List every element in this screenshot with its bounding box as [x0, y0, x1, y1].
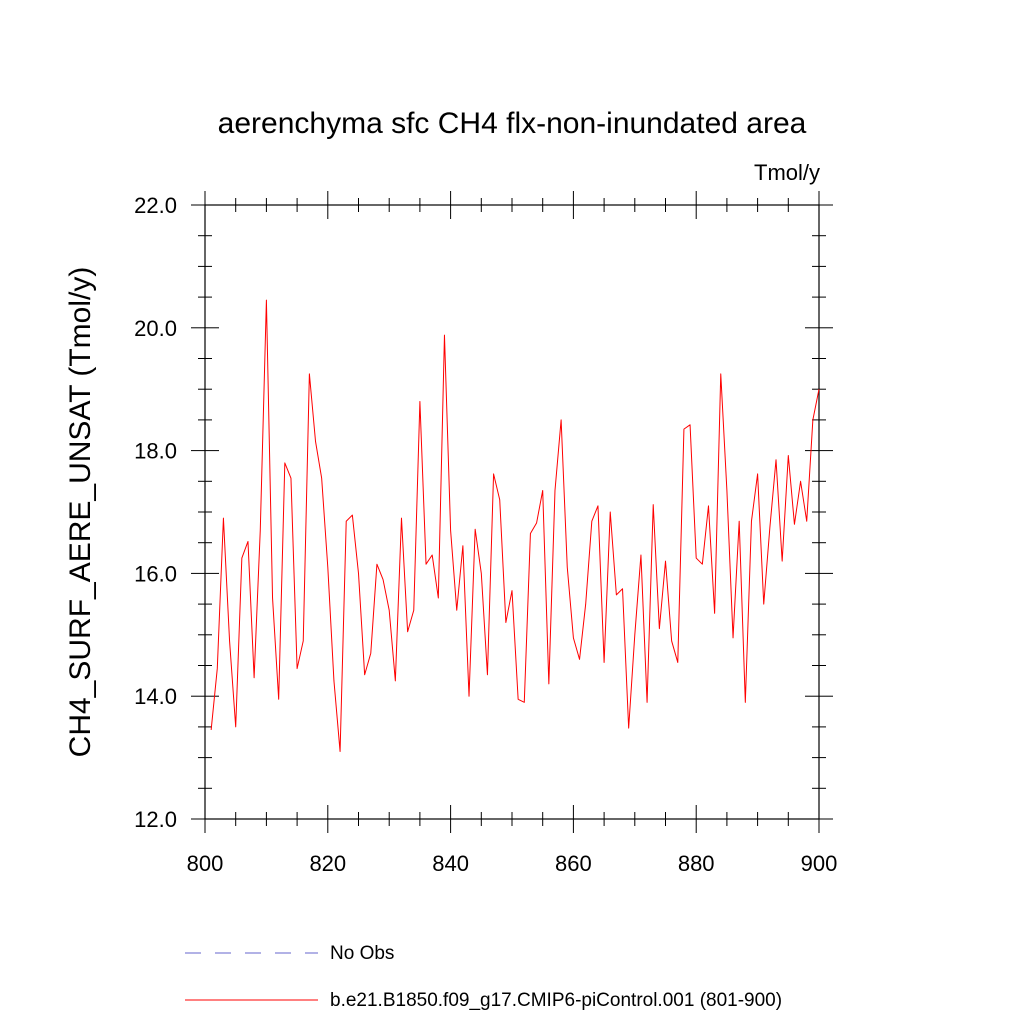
plot-frame	[204, 204, 820, 820]
x-tick-label: 840	[432, 851, 469, 876]
y-tick-label: 16.0	[134, 561, 177, 586]
y-tick-label: 22.0	[134, 193, 177, 218]
chart-title: aerenchyma sfc CH4 flx-non-inundated are…	[218, 107, 807, 140]
y-axis-label: CH4_SURF_AERE_UNSAT (Tmol/y)	[64, 267, 97, 758]
y-tick-label: 14.0	[134, 684, 177, 709]
y-tick-label: 12.0	[134, 807, 177, 832]
y-tick-label: 20.0	[134, 316, 177, 341]
x-tick-label: 880	[678, 851, 715, 876]
tick-labels: 800 820 840 860 880 900 12.0 14.0 16.0 18.0 20.0 22…	[134, 193, 837, 876]
axis-ticks	[191, 191, 833, 833]
units-label: Tmol/y	[754, 160, 820, 185]
series-line-0	[210, 299, 820, 752]
x-tick-label: 900	[801, 851, 838, 876]
x-tick-label: 860	[555, 851, 592, 876]
legend: No Obs b.e21.B1850.f09_g17.CMIP6-piContr…	[185, 943, 782, 1011]
x-tick-label: 820	[309, 851, 346, 876]
legend-label-picontrol: b.e21.B1850.f09_g17.CMIP6-piControl.001 …	[330, 990, 782, 1011]
legend-label-no-obs: No Obs	[330, 943, 394, 964]
x-tick-label: 800	[187, 851, 224, 876]
series-layer	[210, 299, 820, 752]
y-tick-label: 18.0	[134, 439, 177, 464]
